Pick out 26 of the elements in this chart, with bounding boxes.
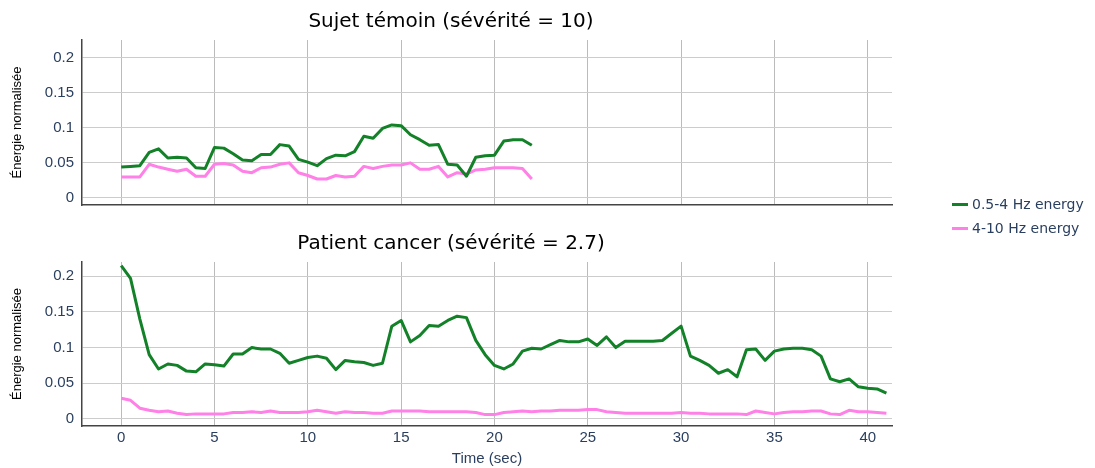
chart-title: Patient cancer (sévérité = 2.7) — [297, 230, 605, 255]
y-axis-title: Énergie normalisée — [9, 287, 25, 401]
x-axis-title: Time (sec) — [451, 449, 523, 467]
y-tick-label: 0.05 — [44, 153, 74, 171]
y-tick-label: 0.15 — [44, 302, 74, 320]
y-tick-label: 0.2 — [53, 47, 74, 65]
y-tick-label: 0.2 — [53, 266, 74, 284]
x-tick-label: 25 — [579, 428, 597, 446]
x-tick-label: 0 — [117, 428, 126, 446]
x-tick-label: 10 — [299, 428, 317, 446]
x-tick-label: 40 — [859, 428, 877, 446]
y-axis-title: Énergie normalisée — [9, 66, 25, 179]
x-tick-label: 15 — [392, 428, 410, 446]
legend-label: 4-10 Hz energy — [972, 220, 1080, 236]
y-tick-label: 0.1 — [53, 117, 74, 135]
y-tick-label: 0 — [65, 409, 74, 427]
legend-label: 0.5-4 Hz energy — [972, 196, 1084, 212]
x-tick-label: 20 — [486, 428, 503, 446]
y-tick-label: 0.05 — [44, 373, 74, 391]
x-tick-label: 35 — [766, 428, 783, 446]
x-tick-label: 30 — [672, 428, 690, 446]
chart-title: Sujet témoin (sévérité = 10) — [308, 8, 594, 33]
y-tick-label: 0 — [65, 188, 74, 206]
x-tick-label: 5 — [210, 428, 219, 446]
y-tick-label: 0.15 — [44, 82, 74, 100]
y-tick-label: 0.1 — [53, 337, 74, 355]
